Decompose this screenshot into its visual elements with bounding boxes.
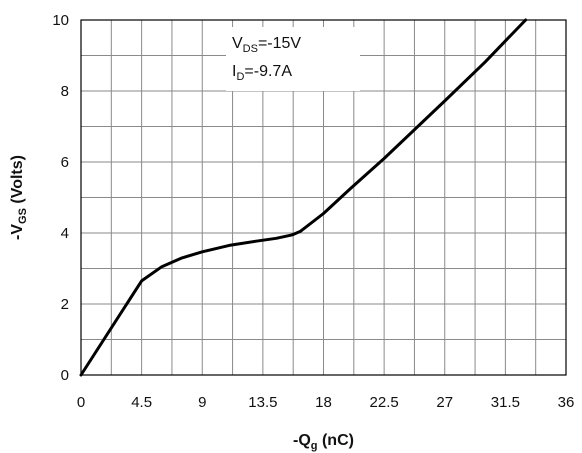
- y-tick-label: 2: [61, 296, 69, 313]
- x-tick-label: 27: [436, 394, 453, 411]
- x-tick-label: 0: [77, 394, 85, 411]
- y-tick-label: 0: [61, 367, 69, 384]
- y-axis-title: -VGS (Volts): [9, 155, 29, 240]
- x-tick-label: 31.5: [491, 394, 520, 411]
- series-group: [79, 18, 528, 377]
- x-tick-label: 18: [315, 394, 332, 411]
- tick-labels: 0 4.5 9 13.5 18 22.5 27 31.5 36 0 2 4 6 8 10: [52, 12, 574, 411]
- annotation-box: VDS=-15V ID=-9.7A: [226, 27, 360, 91]
- y-tick-label: 8: [61, 83, 69, 100]
- x-tick-label: 13.5: [248, 394, 277, 411]
- plot-frame: [80, 19, 567, 376]
- x-tick-label: 22.5: [370, 394, 399, 411]
- y-tick-label: 6: [61, 154, 69, 171]
- series-line: [79, 18, 528, 377]
- y-tick-label: 4: [61, 225, 69, 242]
- annotation-background: [226, 27, 360, 91]
- annotation-label: VDS=-15V: [232, 35, 301, 55]
- x-tick-label: 36: [558, 394, 575, 411]
- x-tick-label: 4.5: [131, 394, 152, 411]
- x-axis-title: -Qg (nC): [293, 432, 354, 452]
- annotation-label: ID=-9.7A: [232, 63, 292, 83]
- x-tick-label: 9: [198, 394, 206, 411]
- y-tick-label: 10: [52, 12, 69, 29]
